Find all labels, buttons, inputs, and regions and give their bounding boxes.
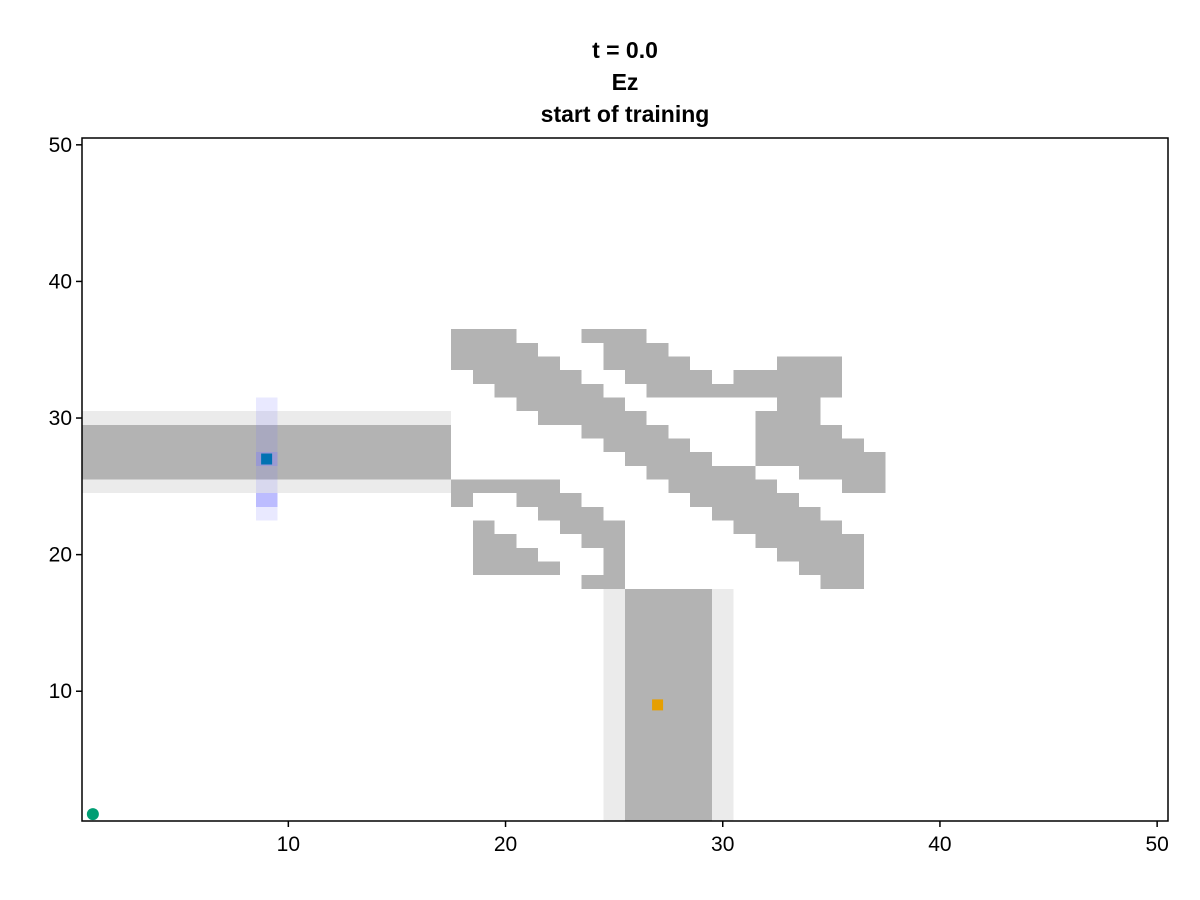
design-cell [625,370,712,384]
x-tick-label: 20 [494,833,517,856]
plot-markers [86,453,664,821]
design-cell [559,520,625,535]
x-tick-label: 10 [277,833,300,856]
waveguide-block [625,588,712,821]
design-cell [777,383,843,398]
design-cell [472,520,495,535]
chart-title: t = 0.0 Ez start of training [82,34,1168,130]
design-cell [603,342,669,357]
design-cell [798,561,864,576]
design-cell [451,342,539,357]
field-cell [255,493,278,507]
monitor-marker [652,699,664,711]
design-cell [777,356,843,371]
design-cell [755,534,864,548]
x-tick-label: 40 [928,833,951,856]
title-line-stage: start of training [540,101,710,127]
design-cell [820,575,864,589]
design-cell [538,506,604,521]
origin-marker [86,808,99,821]
design-cell [581,534,625,548]
design-cell [603,356,691,371]
heatmap-cells [82,329,886,821]
x-tick-label: 30 [711,833,734,856]
design-cell [516,397,625,412]
design-cell [668,479,778,494]
design-cell [472,561,560,576]
design-cell [646,465,756,480]
design-cell [581,575,625,589]
design-cell [603,438,691,453]
design-cell [472,547,539,562]
design-cell [842,479,886,494]
design-cell [451,479,560,494]
title-line-time: t = 0.0 [592,37,658,63]
design-cell [538,411,647,425]
design-cell [755,411,821,425]
design-cell [451,493,473,507]
design-cell [755,424,843,439]
design-cell [516,493,582,507]
design-cell [581,329,647,343]
y-tick-label: 40 [49,270,72,293]
plot-frame [81,137,1169,822]
design-cell [690,493,799,507]
design-cell [451,356,560,371]
y-tick-label: 20 [49,544,72,567]
design-cell [733,370,843,384]
design-cell [646,383,778,398]
design-cell [711,506,821,521]
design-cell [472,370,582,384]
design-cell [472,534,517,548]
design-cell [603,561,625,576]
design-cell [755,438,864,453]
design-cell [798,465,886,480]
waveguide-block [82,424,452,480]
design-cell [777,547,864,562]
design-cell [777,397,821,412]
design-cell [733,520,843,535]
design-cell [581,424,669,439]
design-cell [494,383,604,398]
y-tick-label: 10 [49,680,72,703]
y-tick-label: 50 [49,134,72,157]
x-tick-label: 50 [1145,833,1168,856]
source-marker [261,453,273,465]
design-cell [755,452,886,466]
design-cell [451,329,517,343]
y-tick-label: 30 [49,407,72,430]
design-cell [603,547,625,562]
title-line-field: Ez [611,69,639,95]
design-cell [625,452,712,466]
axes: 10 20 30 40 50 10 20 30 40 50 [49,134,1169,856]
